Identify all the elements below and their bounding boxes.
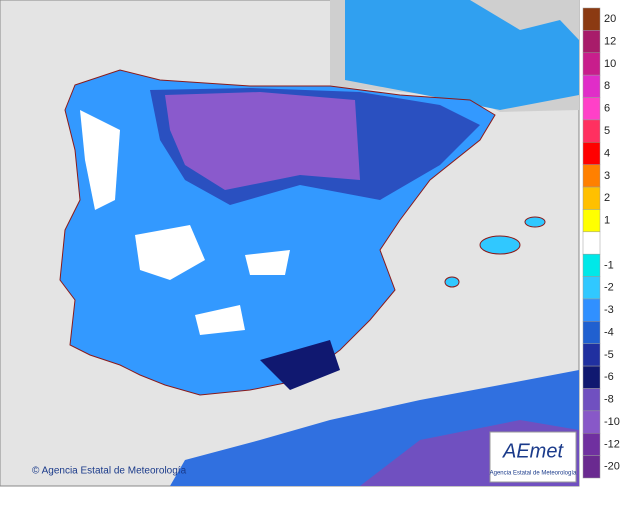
legend-swatch <box>582 432 601 456</box>
cold-patch <box>260 340 340 390</box>
logo-subtitle: Agencia Estatal de Meteorología <box>490 471 577 477</box>
legend-label: -20 <box>604 461 620 473</box>
legend-swatch <box>582 142 601 165</box>
legend-swatch <box>582 365 601 389</box>
legend-label: -1 <box>604 259 614 271</box>
legend-swatch <box>582 253 601 277</box>
legend-swatch <box>582 74 601 98</box>
legend-swatch <box>582 52 601 76</box>
menorca <box>524 216 546 228</box>
legend-swatch <box>582 186 601 210</box>
logo-box <box>489 431 577 483</box>
legend: 20 12 10 8 6 5 4 3 2 1 -1 -2 -3 -4 -5 -6 -8 -10 -12 -20 <box>582 7 620 479</box>
legend-swatch <box>582 7 601 31</box>
legend-label: 2 <box>604 192 610 204</box>
legend-swatch <box>582 97 601 121</box>
coldest-zone <box>165 92 360 190</box>
legend-label: -3 <box>604 304 614 316</box>
legend-swatch <box>582 298 601 322</box>
legend-swatch <box>582 321 601 344</box>
legend-label: 20 <box>604 13 616 25</box>
legend-label: 6 <box>604 103 610 115</box>
warm-patch <box>195 305 245 335</box>
legend-label: -6 <box>604 371 614 383</box>
legend-label: 10 <box>604 58 616 70</box>
legend-label: -10 <box>604 416 620 428</box>
legend-label: -4 <box>604 326 614 338</box>
mallorca <box>479 235 521 255</box>
credit: © Agencia Estatal de Meteorología <box>32 466 187 477</box>
warm-patch <box>80 110 120 210</box>
legend-swatch <box>582 276 601 300</box>
legend-label: -12 <box>604 438 620 450</box>
legend-label: 8 <box>604 80 610 92</box>
legend-swatch <box>582 231 601 255</box>
legend-label: -5 <box>604 349 614 361</box>
legend-label: 5 <box>604 125 610 137</box>
legend-label: 4 <box>604 147 610 159</box>
legend-label: 3 <box>604 170 610 182</box>
legend-swatch <box>582 388 601 412</box>
ibiza <box>444 276 460 288</box>
legend-swatch <box>582 410 601 434</box>
legend-swatch <box>582 343 601 367</box>
legend-swatch <box>582 164 601 188</box>
france-anomaly <box>345 0 579 110</box>
legend-swatch <box>582 30 601 54</box>
legend-label: 1 <box>604 215 610 227</box>
legend-swatch <box>582 119 601 143</box>
warm-patch <box>245 250 290 275</box>
legend-swatch <box>582 209 601 233</box>
legend-label: -2 <box>604 282 614 294</box>
legend-swatch <box>582 455 601 479</box>
legend-label: -8 <box>604 394 614 406</box>
warm-patch <box>135 225 205 280</box>
legend-label: 12 <box>604 35 616 47</box>
logo-name: AEmet <box>502 440 564 462</box>
